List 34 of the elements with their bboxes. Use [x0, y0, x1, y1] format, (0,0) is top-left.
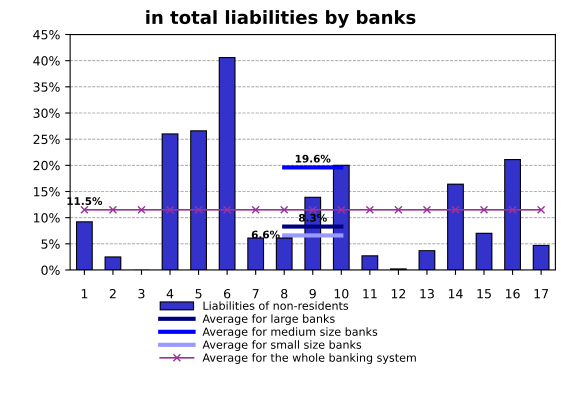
y-tick-label: 40%: [33, 56, 60, 66]
y-tick-label: 5%: [42, 239, 60, 249]
legend-label: Average for large banks: [202, 314, 335, 326]
y-tick-label: 30%: [34, 108, 60, 118]
x-tick-label: 15: [477, 289, 491, 298]
y-tick-label: 35%: [34, 82, 60, 92]
x-tick-label: 13: [420, 288, 434, 298]
x-tick-label: 3: [138, 288, 144, 298]
y-tick-label: 25%: [34, 134, 60, 144]
y-tick-label: 10%: [34, 213, 60, 223]
legend-label: Average for the whole banking system: [202, 353, 416, 364]
x-tick-label: 12: [392, 288, 406, 298]
legend-label: Average for medium size banks: [202, 327, 378, 338]
x-tick-label: 14: [448, 289, 463, 298]
legend-label: Liabilities of non-residents: [204, 301, 348, 310]
chart-title: in total liabilities by banks: [146, 10, 416, 28]
x-tick-label: 16: [506, 288, 520, 298]
x-tick-label: 9: [310, 288, 316, 298]
x-tick-label: 11: [363, 289, 377, 298]
x-tick-label: 7: [252, 289, 259, 298]
y-tick-label: 15%: [34, 186, 60, 196]
annotation: 19.6%: [296, 154, 330, 163]
x-tick-label: 17: [534, 289, 548, 298]
x-tick-label: 6: [224, 288, 230, 298]
legend-label: Average for small size banks: [202, 340, 362, 351]
y-tick-label: 45%: [33, 30, 60, 40]
x-tick-label: 10: [334, 288, 348, 298]
x-tick-label: 5: [196, 289, 202, 298]
y-tick-label: 0%: [41, 265, 60, 275]
x-tick-label: 2: [110, 288, 116, 298]
x-tick-label: 4: [166, 289, 174, 298]
x-tick-label: 1: [82, 289, 88, 298]
y-tick-label: 20%: [34, 160, 60, 170]
x-tick-label: 8: [281, 288, 288, 298]
